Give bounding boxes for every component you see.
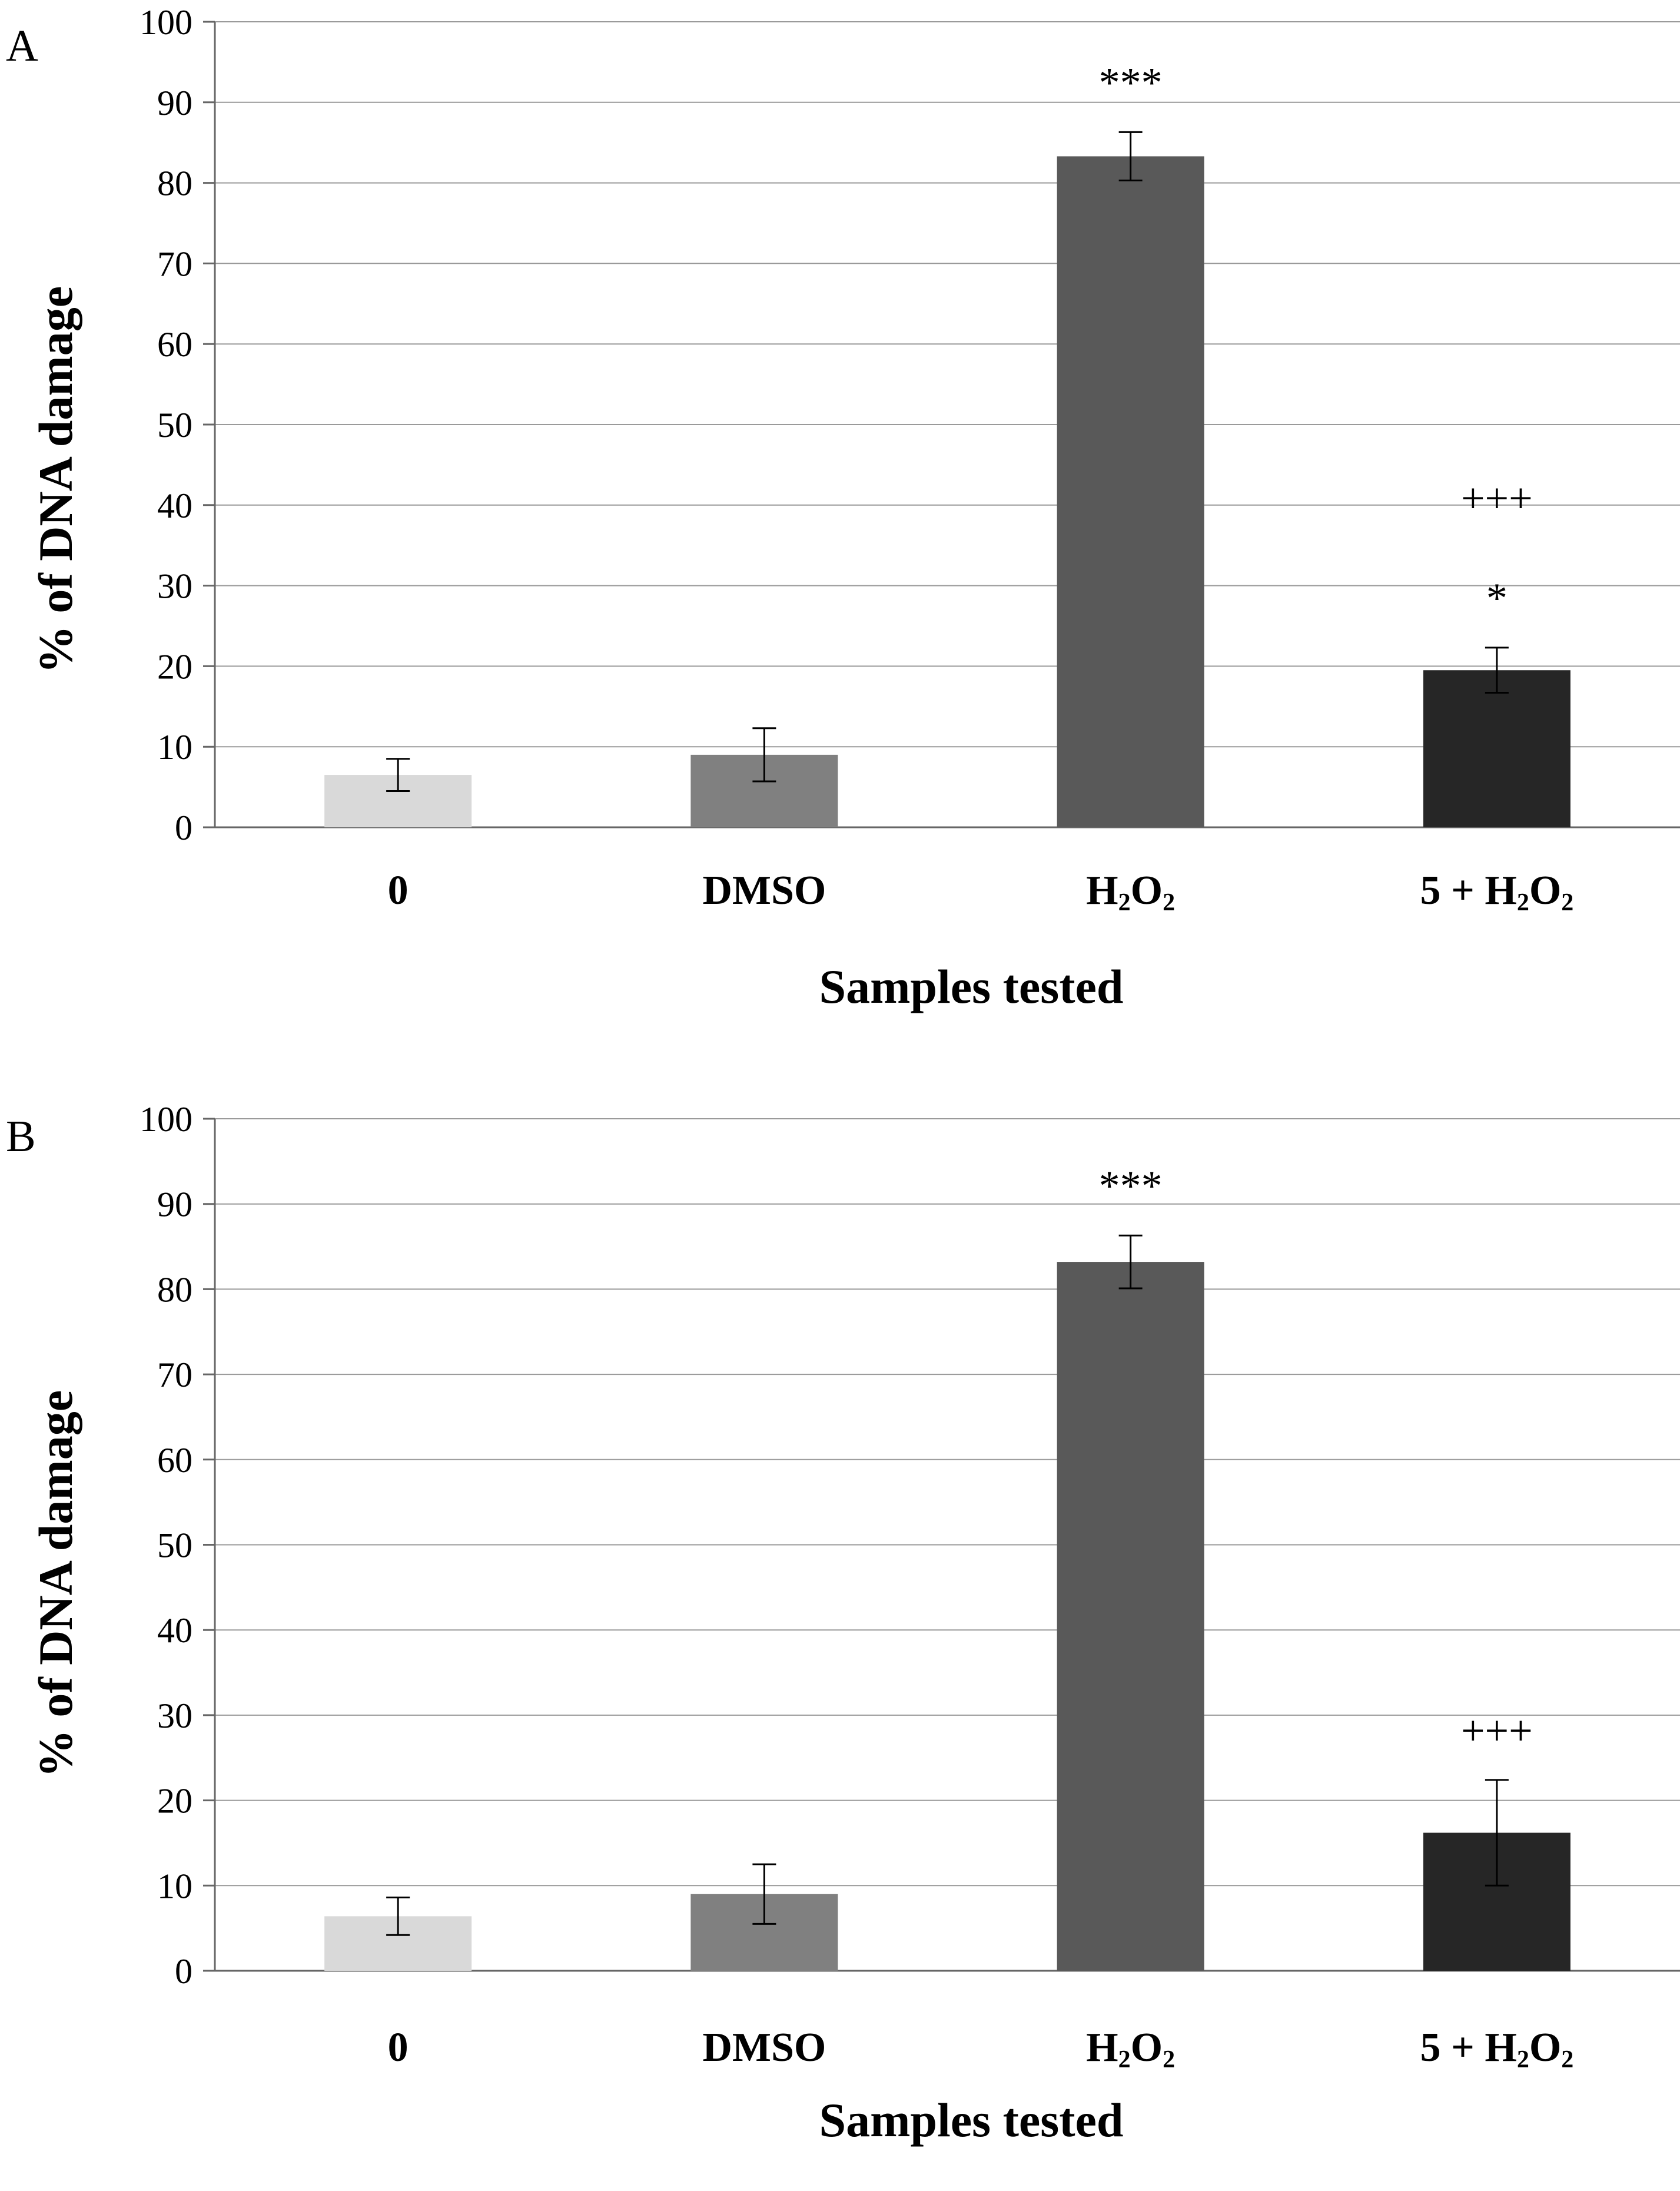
bar	[1057, 1262, 1204, 1971]
y-tick-label: 20	[157, 647, 192, 686]
bar	[1423, 670, 1571, 827]
x-tick-label: 0	[387, 2025, 409, 2070]
chart-panel-b: B % of DNA damage 0 10 20 30 40 50 60 70 80 90 100…	[0, 1095, 1680, 2190]
significance-annotation: ***	[1099, 59, 1163, 106]
plot-area: 0 10 20 30 40 50 60 70 80 90 100 *** +++ *	[140, 3, 1680, 847]
x-axis-title: Samples tested	[819, 2093, 1124, 2147]
y-tick-label: 0	[175, 1952, 192, 1991]
y-tick-label: 10	[157, 1867, 192, 1905]
error-bar	[752, 727, 776, 783]
y-tick-label: 60	[157, 1441, 192, 1480]
y-tick-label: 60	[157, 325, 192, 364]
error-bar	[386, 1897, 410, 1936]
y-tick-label: 70	[157, 244, 192, 283]
error-bar	[1485, 647, 1509, 694]
y-tick-label: 30	[157, 567, 192, 606]
significance-annotation: +++	[1461, 475, 1533, 522]
y-tick-label: 0	[175, 808, 192, 847]
error-bar	[386, 758, 410, 792]
y-tick-label: 40	[157, 1611, 192, 1650]
x-tick-label: 0	[387, 868, 409, 913]
x-tick-label: H2O2	[1086, 868, 1176, 916]
x-axis-title: Samples tested	[819, 960, 1124, 1013]
y-tick-label: 100	[140, 3, 192, 42]
y-tick-label: 40	[157, 486, 192, 525]
x-tick-label: 5 + H2O2	[1420, 2025, 1574, 2073]
panel-label: A	[6, 21, 38, 71]
x-tick-label: DMSO	[702, 2025, 826, 2070]
y-tick-label: 50	[157, 406, 192, 445]
bar	[1057, 156, 1204, 827]
y-tick-label: 50	[157, 1526, 192, 1565]
chart-panel-a: A % of DNA damage 0 10 20 30 40 50 60 70 80 90 100…	[0, 0, 1680, 1095]
error-bar	[752, 1863, 776, 1925]
significance-annotation: ***	[1099, 1162, 1163, 1209]
error-bar	[1118, 131, 1143, 181]
significance-annotation: *	[1486, 575, 1508, 622]
error-bar	[1118, 1234, 1143, 1290]
y-tick-label: 80	[157, 164, 192, 203]
y-tick-label: 80	[157, 1270, 192, 1309]
significance-annotation: +++	[1461, 1707, 1533, 1754]
panel-label: B	[6, 1112, 36, 1161]
y-tick-label: 70	[157, 1355, 192, 1394]
x-tick-label: H2O2	[1086, 2025, 1176, 2073]
y-tick-label: 90	[157, 1185, 192, 1224]
y-tick-label: 30	[157, 1696, 192, 1735]
plot-area: 0 10 20 30 40 50 60 70 80 90 100 *** +++	[140, 1100, 1680, 1991]
y-tick-label: 10	[157, 728, 192, 767]
y-tick-label: 100	[140, 1100, 192, 1139]
y-tick-label: 20	[157, 1782, 192, 1821]
x-tick-label: 5 + H2O2	[1420, 868, 1574, 916]
x-tick-label: DMSO	[702, 868, 826, 913]
error-bar	[1485, 1779, 1509, 1887]
y-tick-label: 90	[157, 84, 192, 122]
